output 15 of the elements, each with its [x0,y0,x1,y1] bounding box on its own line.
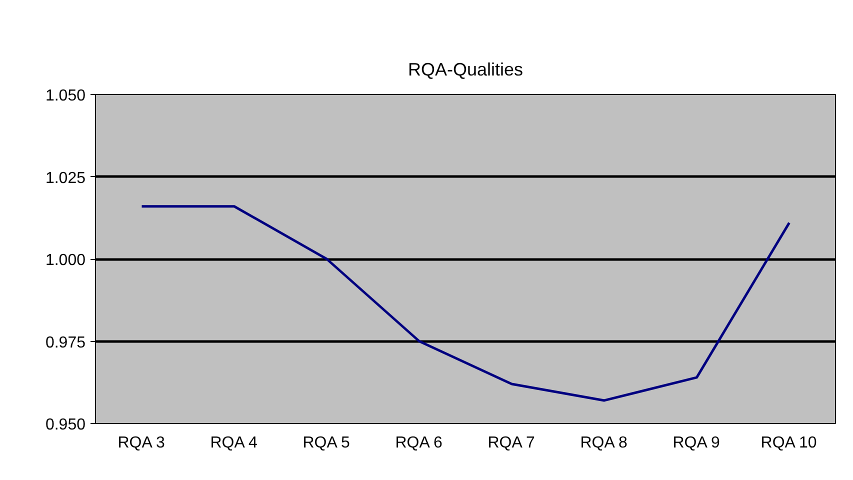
y-tick-label: 0.975 [45,334,86,352]
y-tick-label: 0.950 [45,416,86,434]
x-tick-label: RQA 8 [580,434,628,452]
y-tick-label: 1.050 [45,88,86,104]
line-series [140,205,790,402]
y-tick-label: 1.000 [45,252,86,269]
x-tick-label: RQA 4 [210,434,258,452]
x-tick-label: RQA 7 [488,434,535,452]
x-tick-label: RQA 10 [760,434,817,452]
x-tick-label: RQA 5 [302,434,350,452]
x-tick-label: RQA 9 [672,434,720,452]
chart-title: RQA-Qualities [408,60,524,80]
x-tick-label: RQA 3 [118,434,165,452]
y-tick-label: 1.025 [45,170,86,187]
x-tick-label: RQA 6 [395,434,442,452]
